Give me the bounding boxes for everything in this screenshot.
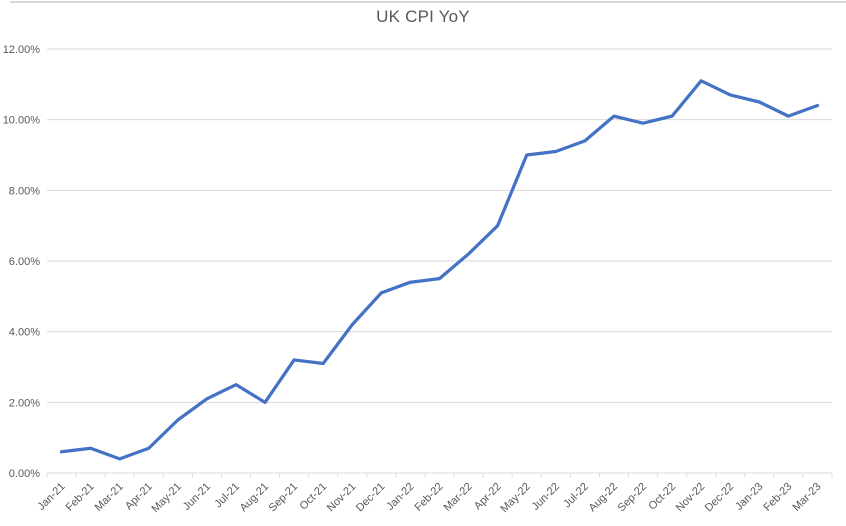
- x-tick-label: Dec-22: [703, 481, 737, 515]
- x-tick-label: Feb-22: [412, 481, 445, 514]
- x-tick-label: Sep-21: [267, 481, 301, 515]
- chart-top-border: [10, 1, 846, 3]
- x-tick-label: Nov-22: [674, 481, 708, 515]
- chart-title: UK CPI YoY: [376, 7, 470, 26]
- x-tick-label: Dec-21: [354, 481, 388, 515]
- x-tick-label: Mar-22: [442, 481, 475, 514]
- x-tick-label: Jan-22: [384, 481, 416, 513]
- x-tick-label: Aug-21: [238, 481, 272, 515]
- x-tick-label: Feb-23: [761, 481, 794, 514]
- x-tick-label: Oct-21: [297, 481, 329, 513]
- x-tick-label: Nov-21: [325, 481, 359, 515]
- y-tick-label: 0.00%: [9, 468, 40, 480]
- x-tick-label: Jun-21: [181, 481, 213, 513]
- data-series-line: [59, 79, 820, 461]
- x-tick-label: May-21: [150, 481, 184, 515]
- y-tick-label: 2.00%: [9, 397, 40, 409]
- x-tick-label: Mar-23: [790, 481, 823, 514]
- y-tick-label: 4.00%: [9, 327, 40, 339]
- x-tick-label: Sep-22: [616, 481, 650, 515]
- x-tick-label: Jan-23: [733, 481, 765, 513]
- x-tick-label: Oct-22: [646, 481, 678, 513]
- x-tick-label: May-22: [498, 481, 532, 515]
- x-tick-label: Feb-21: [64, 481, 97, 514]
- x-tick-label: Jun-22: [530, 481, 562, 513]
- y-tick-label: 6.00%: [9, 256, 40, 268]
- x-tick-label: Aug-22: [586, 481, 620, 515]
- y-tick-label: 12.00%: [3, 44, 41, 56]
- y-tick-label: 8.00%: [9, 185, 40, 197]
- x-tick-label: Jan-21: [35, 481, 67, 513]
- x-tick-label: Mar-21: [93, 481, 126, 514]
- y-tick-label: 10.00%: [3, 115, 41, 127]
